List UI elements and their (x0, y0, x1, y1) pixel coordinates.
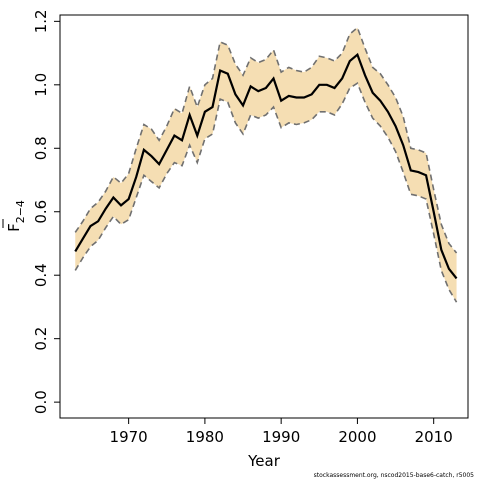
source-footnote: stockassessment.org, nscod2015-base6-cat… (313, 472, 474, 479)
confidence-band (75, 27, 457, 303)
y-axis-title-sub: 2−4 (14, 200, 27, 223)
y-tick-label: 0.6 (32, 200, 50, 224)
plot-frame (59, 14, 469, 419)
y-tick-label: 0.0 (32, 390, 50, 414)
y-axis-title-main: F (5, 223, 23, 232)
svg-text:F2−4: F2−4 (5, 200, 27, 232)
y-tick-label: 1.0 (32, 73, 50, 97)
x-tick-label: 2000 (338, 428, 376, 446)
y-tick-label: 1.2 (32, 9, 50, 33)
y-tick-label: 0.4 (32, 263, 50, 287)
x-tick-label: 1970 (110, 428, 148, 446)
y-tick-label: 0.8 (32, 136, 50, 160)
series-line-upper (74, 26, 458, 254)
x-tick-label: 2010 (415, 428, 453, 446)
series-line-lower (74, 82, 458, 303)
y-tick-label: 0.2 (32, 327, 50, 351)
series-line-estimate (74, 52, 458, 280)
x-axis-title: Year (247, 452, 281, 470)
y-axis-title: F2−4 (2, 200, 27, 232)
x-tick-label: 1980 (186, 428, 224, 446)
x-tick-label: 1990 (262, 428, 300, 446)
